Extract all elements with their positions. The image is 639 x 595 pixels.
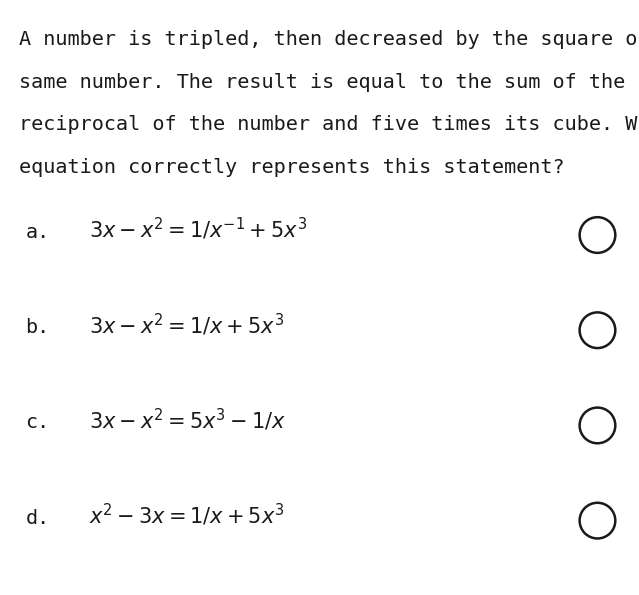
Text: $3x-x^{2}=1/x+5x^{3}$: $3x-x^{2}=1/x+5x^{3}$ xyxy=(89,311,284,337)
Text: A number is tripled, then decreased by the square of the: A number is tripled, then decreased by t… xyxy=(19,30,639,49)
Text: b.: b. xyxy=(26,318,50,337)
Text: reciprocal of the number and five times its cube. Which: reciprocal of the number and five times … xyxy=(19,115,639,134)
Text: d.: d. xyxy=(26,509,50,528)
Text: $x^{2}-3x=1/x+5x^{3}$: $x^{2}-3x=1/x+5x^{3}$ xyxy=(89,502,285,528)
Text: c.: c. xyxy=(26,414,50,433)
Text: same number. The result is equal to the sum of the: same number. The result is equal to the … xyxy=(19,73,626,92)
Text: $3x-x^{2}=1/x^{-1}+5x^{3}$: $3x-x^{2}=1/x^{-1}+5x^{3}$ xyxy=(89,216,307,242)
Text: a.: a. xyxy=(26,223,50,242)
Text: $3x-x^{2}=5x^{3}-1/x$: $3x-x^{2}=5x^{3}-1/x$ xyxy=(89,406,286,433)
Text: equation correctly represents this statement?: equation correctly represents this state… xyxy=(19,158,565,177)
